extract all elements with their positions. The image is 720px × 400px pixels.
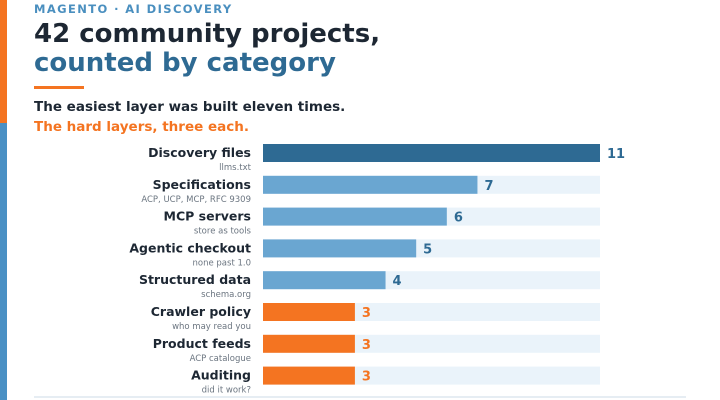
value-label: 4 bbox=[393, 274, 402, 289]
bottom-divider bbox=[34, 396, 686, 398]
category-sublabel: ACP, UCP, MCP, RFC 9309 bbox=[141, 195, 251, 205]
category-sublabel: none past 1.0 bbox=[193, 258, 252, 268]
category-sublabel: ACP catalogue bbox=[190, 354, 251, 364]
value-label: 3 bbox=[362, 338, 371, 353]
subtitle-line-2: The hard layers, three each. bbox=[34, 119, 249, 135]
category-label: Product feeds bbox=[153, 336, 251, 351]
bar bbox=[263, 271, 386, 290]
category-label: Structured data bbox=[139, 272, 251, 287]
subtitle: The easiest layer was built eleven times… bbox=[34, 97, 345, 137]
bar bbox=[263, 334, 355, 353]
value-label: 7 bbox=[484, 179, 493, 194]
category-sublabel: schema.org bbox=[201, 290, 251, 300]
category-label: Auditing bbox=[191, 368, 251, 383]
value-label: 11 bbox=[607, 147, 625, 162]
value-label: 3 bbox=[362, 306, 371, 321]
page-title: 42 community projects, counted by catego… bbox=[34, 20, 380, 78]
side-accent-orange bbox=[0, 0, 7, 123]
title-line-1: 42 community projects, bbox=[34, 19, 381, 49]
category-sublabel: llms.txt bbox=[219, 163, 251, 173]
title-line-2: counted by category bbox=[34, 48, 336, 78]
title-accent-rule bbox=[34, 86, 84, 89]
category-label: Specifications bbox=[153, 177, 251, 192]
bar bbox=[263, 303, 355, 321]
category-sublabel: did it work? bbox=[202, 386, 251, 396]
bar bbox=[263, 175, 478, 194]
bar bbox=[263, 239, 417, 258]
bar bbox=[263, 144, 600, 162]
value-label: 3 bbox=[362, 370, 371, 385]
value-label: 5 bbox=[423, 242, 432, 257]
category-sublabel: store as tools bbox=[194, 227, 252, 237]
kicker-label: MAGENTO · AI DISCOVERY bbox=[34, 2, 233, 16]
category-sublabel: who may read you bbox=[172, 322, 251, 332]
category-label: Agentic checkout bbox=[129, 240, 251, 255]
category-label: Crawler policy bbox=[151, 304, 251, 319]
bar bbox=[263, 366, 355, 385]
bar bbox=[263, 207, 447, 226]
side-accent-blue bbox=[0, 123, 7, 400]
category-label: Discovery files bbox=[148, 145, 251, 160]
subtitle-line-1: The easiest layer was built eleven times… bbox=[34, 99, 346, 115]
value-label: 6 bbox=[454, 211, 463, 226]
category-label: MCP servers bbox=[164, 209, 251, 224]
